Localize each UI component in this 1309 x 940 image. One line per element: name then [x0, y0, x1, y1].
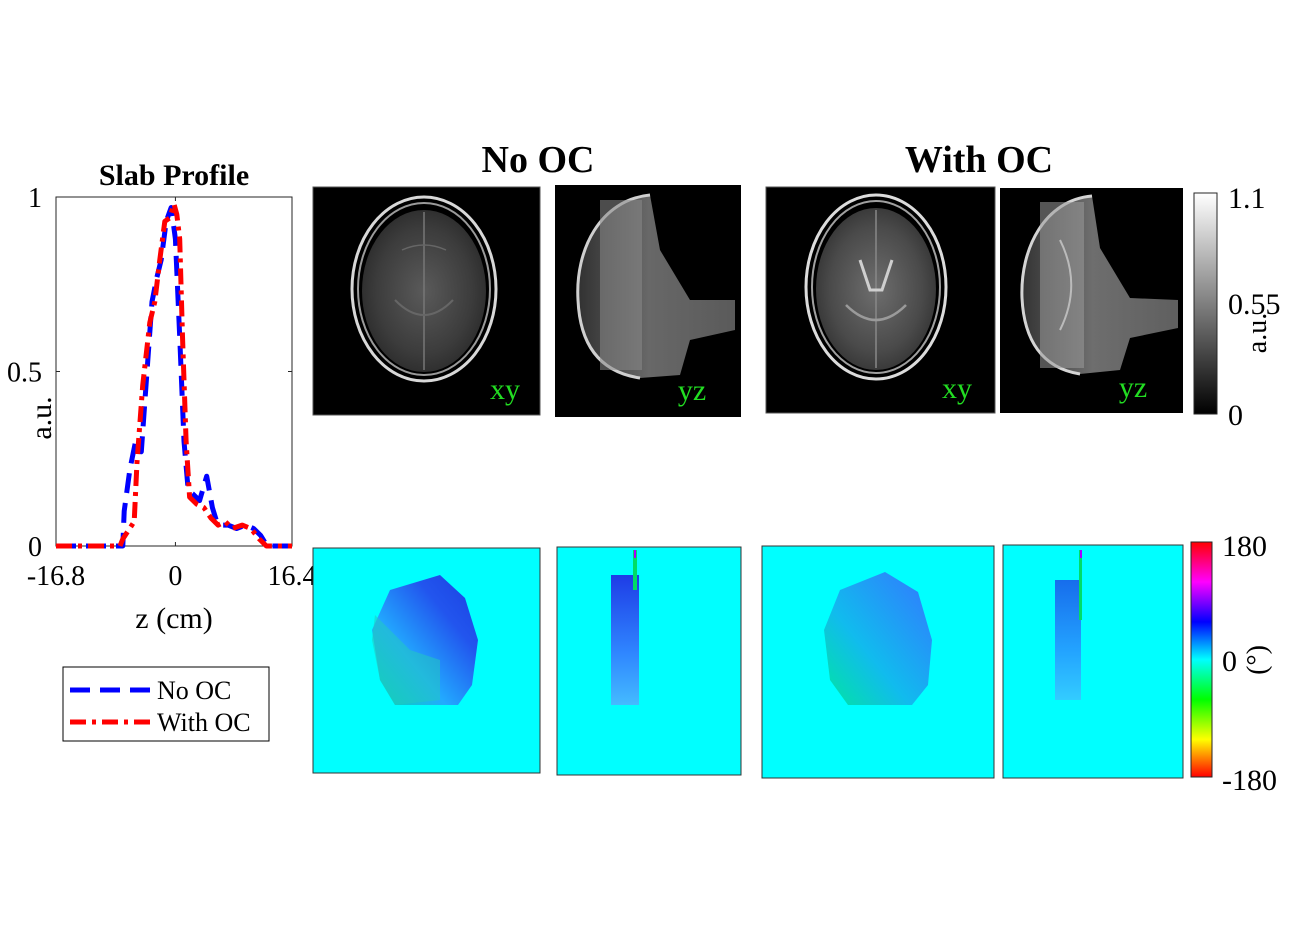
- phase-tick-mid: 0: [1222, 645, 1237, 678]
- x-axis-label: z (cm): [135, 602, 212, 635]
- mag-tick-mid: 0.55: [1228, 288, 1281, 321]
- series-group: [56, 201, 292, 549]
- label-yz: yz: [1119, 371, 1147, 404]
- slab-profile-chart: Slab Profile 00.51 -16.8 0 16.4 a.u. z (cm…: [7, 159, 317, 742]
- y-tick-label: 1: [28, 183, 42, 214]
- x-tick-label: 16.4: [268, 561, 317, 592]
- magnitude-xy-no-oc: xy: [312, 186, 541, 416]
- label-xy: xy: [490, 373, 520, 406]
- mag-tick-min: 0: [1228, 399, 1243, 432]
- legend-label-no-oc: No OC: [157, 676, 231, 705]
- mag-colorbar-label: a.u.: [1242, 313, 1273, 353]
- x-axis: -16.8 0 16.4: [27, 197, 317, 592]
- phase-yz-with-oc: [1002, 544, 1184, 779]
- phase-tick-min: -180: [1222, 764, 1277, 797]
- phase-colorbar-label: (°): [1242, 645, 1273, 675]
- mag-tick-max: 1.1: [1228, 182, 1266, 215]
- series-line-with-oc: [56, 201, 292, 549]
- label-yz: yz: [678, 374, 706, 407]
- x-tick-label: 0: [168, 561, 182, 592]
- legend: No OC With OC: [62, 666, 270, 742]
- magnitude-yz-with-oc: yz: [1000, 188, 1183, 413]
- phase-xy-no-oc: [312, 547, 541, 774]
- magnitude-xy-with-oc: xy: [765, 186, 996, 414]
- phase-tick-max: 180: [1222, 530, 1267, 563]
- y-tick-label: 0.5: [7, 358, 42, 389]
- y-axis-label: a.u.: [25, 396, 58, 439]
- x-tick-label: -16.8: [27, 561, 85, 592]
- column-title-with-oc: With OC: [905, 139, 1053, 181]
- legend-box: [62, 666, 270, 742]
- magnitude-colorbar: 1.1 0.55 0 a.u.: [1193, 182, 1281, 432]
- magnitude-yz-no-oc: yz: [555, 185, 741, 417]
- column-title-no-oc: No OC: [482, 139, 595, 181]
- phase-yz-no-oc: [556, 546, 742, 776]
- plot-area: [55, 196, 293, 547]
- phase-xy-with-oc: [761, 545, 995, 779]
- legend-label-with-oc: With OC: [157, 708, 251, 737]
- y-axis: 00.51: [7, 183, 292, 563]
- y-tick-label: 0: [28, 532, 42, 563]
- chart-title: Slab Profile: [99, 159, 249, 192]
- phase-colorbar: 180 0 -180 (°): [1190, 530, 1277, 797]
- label-xy: xy: [942, 372, 972, 405]
